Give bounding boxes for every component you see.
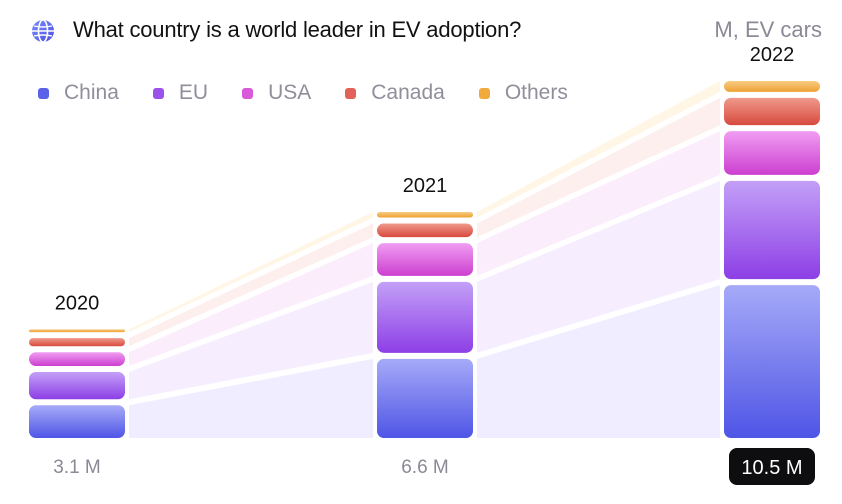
bar-segment-canada-2022 [724, 97, 820, 126]
bar-segment-others-2022 [724, 80, 820, 92]
legend-swatch-eu [152, 87, 164, 99]
legend-swatch-usa [242, 87, 254, 99]
year-label-2020: 2020 [55, 292, 100, 314]
connector-band-others [477, 80, 720, 218]
total-badge [729, 448, 815, 485]
total-label-2022: 10.5 M [741, 457, 802, 479]
bar-segment-eu-2020 [29, 371, 125, 400]
legend: China EU USA Canada Others [38, 80, 602, 106]
connector-band-china [477, 285, 720, 438]
connector-band-usa [477, 131, 720, 276]
legend-item-eu: EU [152, 81, 209, 105]
legend-label-china: China [64, 81, 119, 104]
bar-segment-china-2022 [724, 285, 820, 438]
connector-band-canada [477, 97, 720, 238]
legend-swatch-others [478, 87, 490, 99]
bar-segment-china-2021 [377, 358, 473, 438]
connector-band-others [129, 211, 373, 333]
bar-2021 [377, 211, 473, 438]
legend-item-others: Others [478, 81, 568, 105]
legend-label-usa: USA [268, 81, 312, 104]
year-label-2021: 2021 [403, 175, 448, 197]
year-label-2022: 2022 [750, 44, 795, 66]
bar-segment-usa-2022 [724, 131, 820, 175]
total-label-2021: 6.6 M [401, 457, 449, 478]
legend-label-canada: Canada [371, 81, 445, 104]
bar-segment-china-2020 [29, 405, 125, 438]
legend-label-others: Others [504, 81, 568, 104]
bar-2020 [29, 329, 125, 438]
legend-item-china: China [38, 81, 119, 105]
bar-segment-others-2021 [377, 211, 473, 218]
bar-segment-eu-2022 [724, 180, 820, 280]
legend-swatch-china [38, 87, 49, 99]
total-label-2020: 3.1 M [53, 457, 101, 478]
connector-band-eu [477, 180, 720, 353]
legend-item-canada: Canada [345, 81, 445, 105]
legend-label-eu: EU [178, 81, 209, 104]
bar-segment-usa-2020 [29, 352, 125, 366]
legend-item-usa: USA [242, 81, 311, 105]
globe-icon [32, 19, 54, 43]
connector-band-eu [129, 281, 373, 400]
bar-segment-canada-2021 [377, 223, 473, 238]
bar-segment-eu-2021 [377, 281, 473, 353]
bar-segment-canada-2020 [29, 338, 125, 347]
legend-swatch-canada [345, 87, 357, 99]
connector-band-usa [129, 243, 373, 366]
connector-band-china [129, 358, 373, 438]
connector-band-canada [129, 223, 373, 347]
connector-bands [129, 80, 720, 438]
bar-2022 [724, 80, 820, 438]
chart-title: What country is a world leader in EV ado… [73, 17, 522, 42]
units-label: M, EV cars [714, 17, 822, 42]
bar-segment-others-2020 [29, 329, 125, 333]
bar-segment-usa-2021 [377, 243, 473, 276]
